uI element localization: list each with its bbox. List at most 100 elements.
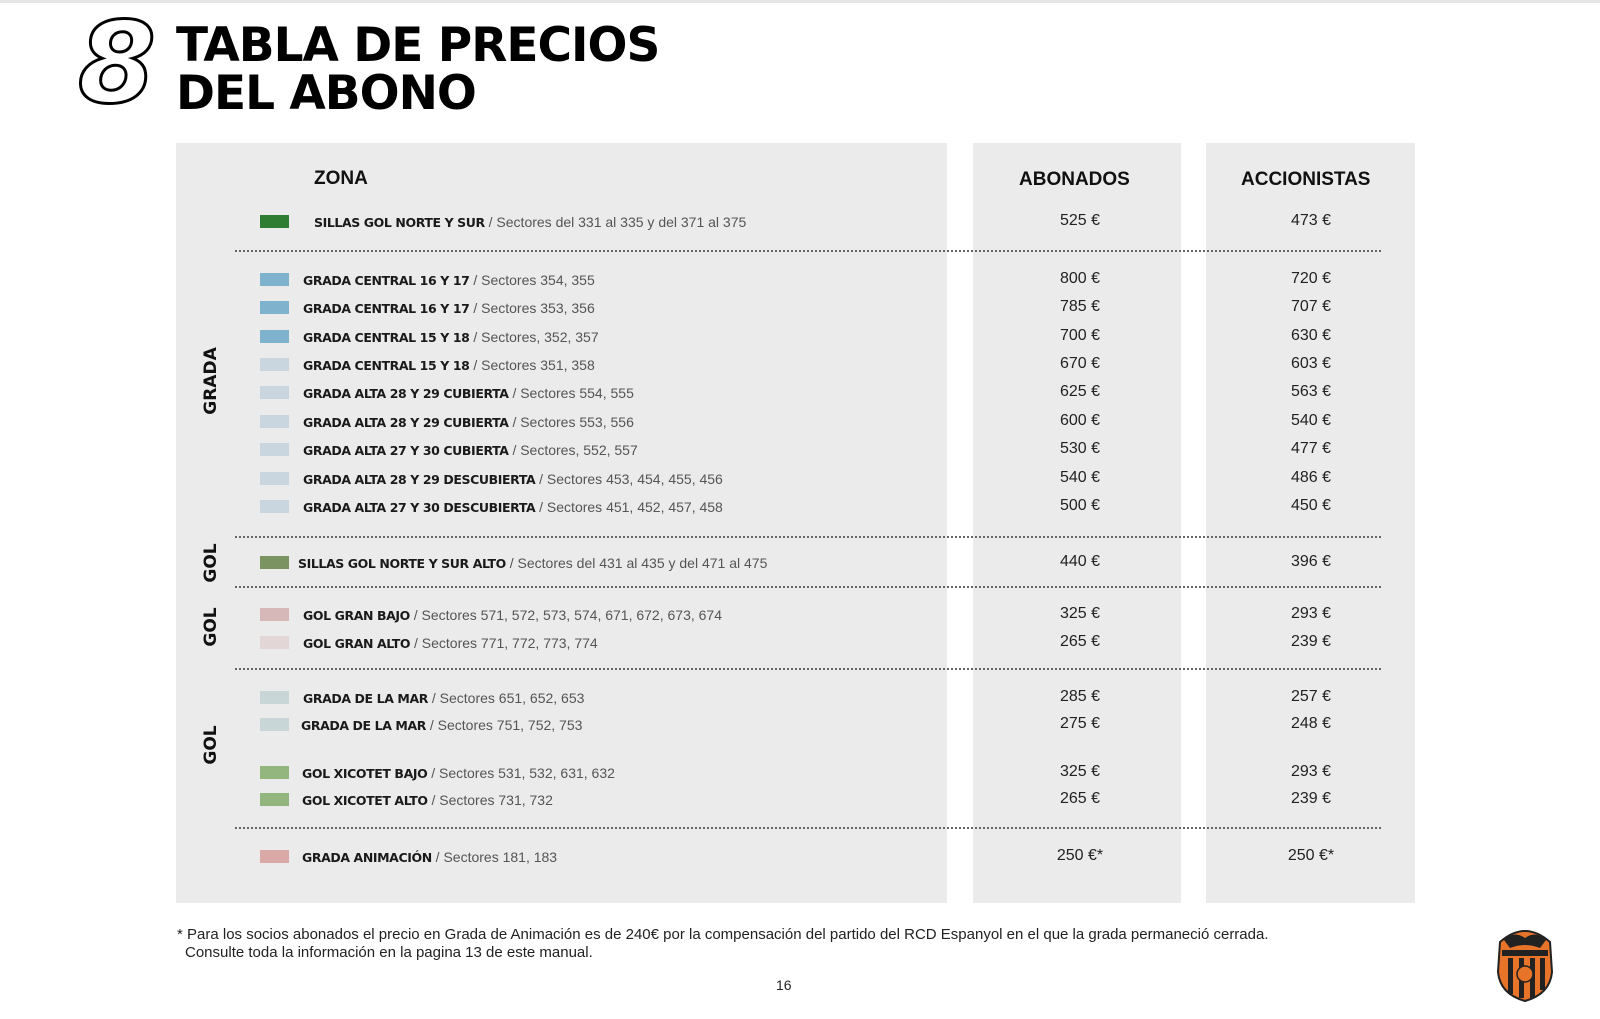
price-accionistas: 239 € (1290, 633, 1332, 650)
price-accionistas: 630 € (1290, 327, 1332, 344)
zone-color-swatch (260, 556, 289, 569)
zone-sectors: / Sectores, 352, 357 (473, 329, 599, 345)
zone-sectors: / Sectores 731, 732 (431, 792, 553, 808)
zone-color-swatch (260, 766, 289, 779)
price-abonados: 325 € (1059, 605, 1101, 622)
section-number: 8 (77, 0, 158, 129)
zone-sectors: / Sectores 451, 452, 457, 458 (539, 499, 723, 515)
price-accionistas: 257 € (1290, 688, 1332, 705)
price-abonados: 275 € (1059, 715, 1101, 732)
zone-sectors: / Sectores del 331 al 335 y del 371 al 3… (488, 214, 747, 230)
price-abonados: 525 € (1059, 212, 1101, 229)
zone-name: GRADA CENTRAL 16 Y 17 (303, 273, 470, 288)
zone-label: GRADA ALTA 28 Y 29 CUBIERTA / Sectores 5… (303, 384, 634, 403)
zone-name: GRADA ALTA 27 Y 30 DESCUBIERTA (303, 500, 536, 515)
zone-label: GRADA ALTA 27 Y 30 CUBIERTA / Sectores, … (303, 441, 638, 460)
price-accionistas: 248 € (1290, 715, 1332, 732)
zone-color-swatch (260, 443, 289, 456)
footnote-line-1: * Para los socios abonados el precio en … (177, 926, 1269, 943)
zone-color-swatch (260, 330, 289, 343)
footnote-line-2: Consulte toda la información en la pagin… (185, 944, 593, 961)
price-accionistas: 563 € (1290, 383, 1332, 400)
price-abonados: 540 € (1059, 469, 1101, 486)
zone-name: GOL XICOTET ALTO (302, 793, 428, 808)
group-label-gol-3: GOL (201, 725, 221, 765)
price-abonados: 285 € (1059, 688, 1101, 705)
page-title: TABLA DE PRECIOS DEL ABONO (176, 18, 660, 118)
price-abonados: 440 € (1059, 553, 1101, 570)
title-line-1: TABLA DE PRECIOS (176, 18, 660, 73)
price-abonados: 670 € (1059, 355, 1101, 372)
zone-sectors: / Sectores 554, 555 (512, 385, 634, 401)
zone-color-swatch (260, 608, 289, 621)
divider (235, 668, 1381, 670)
zone-sectors: / Sectores 351, 358 (473, 357, 595, 373)
zone-name: GOL XICOTET BAJO (302, 766, 428, 781)
zone-sectors: / Sectores 553, 556 (512, 414, 634, 430)
price-accionistas: 293 € (1290, 763, 1332, 780)
zone-color-swatch (260, 415, 289, 428)
price-accionistas: 477 € (1290, 440, 1332, 457)
zone-color-swatch (260, 301, 289, 314)
price-abonados: 530 € (1059, 440, 1101, 457)
zone-sectors: / Sectores, 552, 557 (512, 442, 638, 458)
price-abonados: 500 € (1059, 497, 1101, 514)
price-accionistas: 239 € (1290, 790, 1332, 807)
zone-color-swatch (260, 386, 289, 399)
zone-label: GRADA ALTA 27 Y 30 DESCUBIERTA / Sectore… (303, 498, 723, 517)
zone-label: GRADA CENTRAL 16 Y 17 / Sectores 354, 35… (303, 271, 595, 290)
zone-label: GOL GRAN ALTO / Sectores 771, 772, 773, … (303, 634, 598, 653)
header-abonados: ABONADOS (1019, 169, 1130, 190)
price-accionistas: 396 € (1290, 553, 1332, 570)
zone-name: GRADA ALTA 28 Y 29 CUBIERTA (303, 386, 509, 401)
zone-sectors: / Sectores 651, 652, 653 (431, 690, 585, 706)
zone-label: GOL XICOTET ALTO / Sectores 731, 732 (302, 791, 553, 810)
price-accionistas: 603 € (1290, 355, 1332, 372)
zone-sectors: / Sectores 453, 454, 455, 456 (539, 471, 723, 487)
price-accionistas: 250 €* (1287, 847, 1335, 864)
price-abonados: 250 €* (1056, 847, 1104, 864)
price-abonados: 265 € (1059, 633, 1101, 650)
zone-color-swatch (260, 793, 289, 806)
zone-name: GOL GRAN BAJO (303, 608, 410, 623)
zone-color-swatch (260, 273, 289, 286)
zone-sectors: / Sectores 181, 183 (435, 849, 558, 865)
valencia-cf-crest-logo (1496, 930, 1554, 1002)
zone-color-swatch (260, 472, 289, 485)
zone-label: GRADA CENTRAL 16 Y 17 / Sectores 353, 35… (303, 299, 595, 318)
zone-label: GRADA CENTRAL 15 Y 18 / Sectores, 352, 3… (303, 328, 599, 347)
divider (235, 536, 1381, 538)
zone-color-swatch (260, 636, 289, 649)
price-abonados: 800 € (1059, 270, 1101, 287)
zone-sectors: / Sectores del 431 al 435 y del 471 al 4… (509, 555, 768, 571)
zone-label: SILLAS GOL NORTE Y SUR / Sectores del 33… (314, 213, 746, 232)
divider (235, 827, 1381, 829)
zone-sectors: / Sectores 571, 572, 573, 574, 671, 672,… (413, 607, 722, 623)
group-label-gol-1: GOL (201, 543, 221, 583)
page-number: 16 (776, 977, 792, 993)
price-abonados: 600 € (1059, 412, 1101, 429)
accionistas-panel (1206, 143, 1415, 903)
zone-label: GRADA ANIMACIÓN / Sectores 181, 183 (302, 848, 557, 867)
zone-color-swatch (260, 500, 289, 513)
zone-name: GRADA ALTA 28 Y 29 DESCUBIERTA (303, 472, 536, 487)
zone-color-swatch (260, 215, 289, 228)
price-accionistas: 293 € (1290, 605, 1332, 622)
zone-name: GRADA DE LA MAR (301, 718, 426, 733)
zone-color-swatch (260, 718, 289, 731)
zone-color-swatch (260, 691, 289, 704)
group-label-gol-2: GOL (201, 607, 221, 647)
header-zona: ZONA (314, 168, 368, 189)
price-accionistas: 540 € (1290, 412, 1332, 429)
price-accionistas: 450 € (1290, 497, 1332, 514)
zone-sectors: / Sectores 353, 356 (473, 300, 595, 316)
zone-color-swatch (260, 358, 289, 371)
price-accionistas: 707 € (1290, 298, 1332, 315)
zone-name: GRADA CENTRAL 16 Y 17 (303, 301, 470, 316)
price-abonados: 785 € (1059, 298, 1101, 315)
zone-name: GRADA CENTRAL 15 Y 18 (303, 330, 470, 345)
price-abonados: 700 € (1059, 327, 1101, 344)
zone-name: GRADA DE LA MAR (303, 691, 428, 706)
divider (235, 586, 1381, 588)
